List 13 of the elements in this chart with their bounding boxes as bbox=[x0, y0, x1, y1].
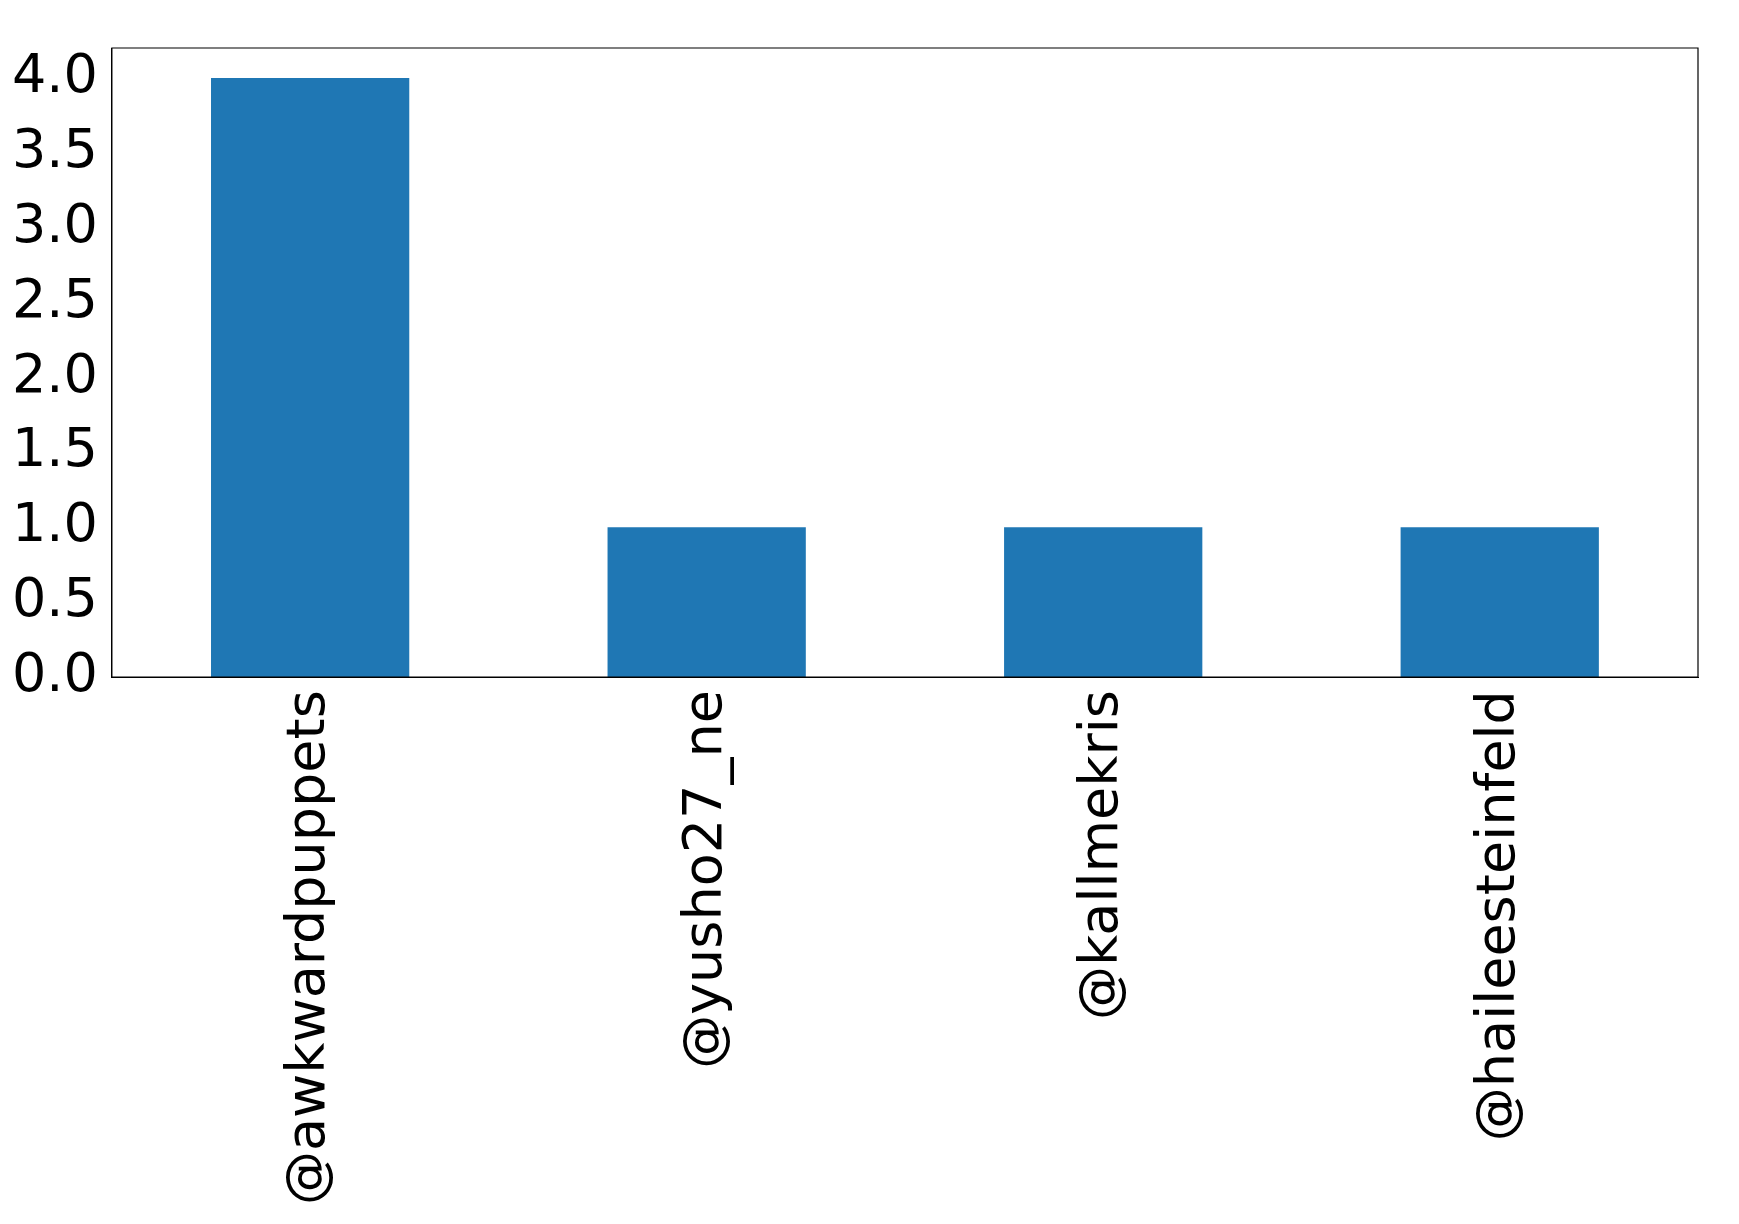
y-tick-label: 0.0 bbox=[11, 641, 98, 705]
x-tick-label: @kallmekris bbox=[1067, 690, 1131, 1020]
y-tick-label: 0.5 bbox=[11, 566, 98, 630]
y-tick-label: 2.0 bbox=[11, 341, 98, 405]
x-tick-label: @yusho27_ne bbox=[670, 690, 734, 1069]
x-tick-label: @awkwardpuppets bbox=[274, 690, 338, 1206]
y-tick-label: 2.5 bbox=[11, 266, 98, 330]
y-tick-label: 3.0 bbox=[11, 191, 98, 255]
y-tick-label: 1.5 bbox=[11, 416, 98, 480]
x-tick-label: @haileesteinfeld bbox=[1463, 690, 1527, 1142]
y-tick-label: 4.0 bbox=[11, 41, 98, 105]
y-tick-label: 3.5 bbox=[11, 116, 98, 180]
y-tick-label: 1.0 bbox=[11, 491, 98, 555]
